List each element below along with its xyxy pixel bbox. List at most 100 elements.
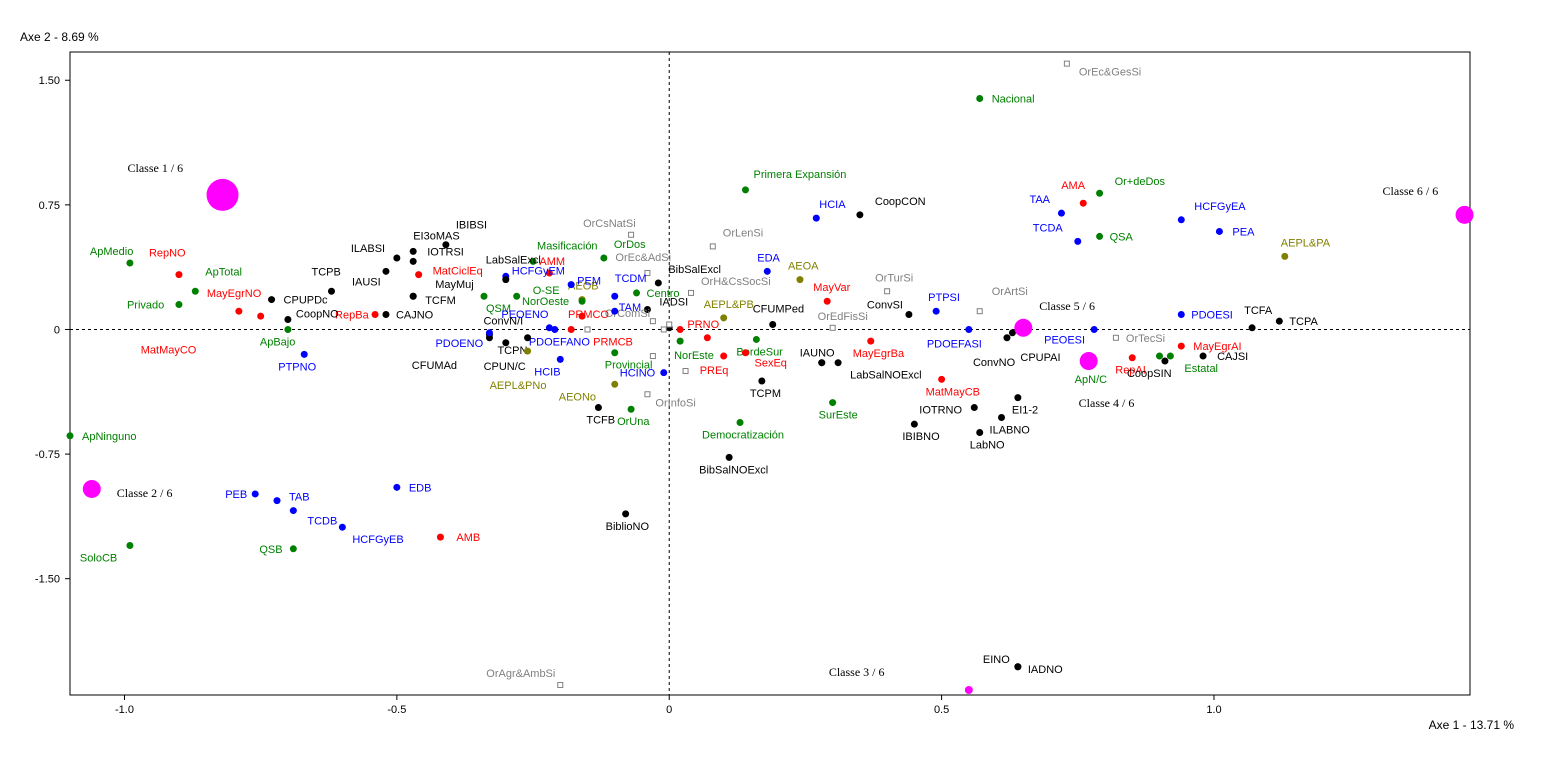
y-axis-title: Axe 2 - 8.69 % [20,30,99,44]
point-marker [741,349,749,357]
point-label: BiblioNO [606,521,650,533]
point-marker [666,321,673,328]
point-marker [1155,352,1163,360]
point-label: PDOEFANO [529,336,591,348]
point-label: OrH&CsSocSi [701,276,771,288]
point-marker [622,510,630,518]
point-marker [1177,342,1185,350]
point-label: MatMayCO [141,344,197,356]
point-marker [584,326,591,333]
point-label: TCPM [750,388,781,400]
point-label: RepAI [1115,365,1146,377]
point-marker [823,297,831,305]
point-marker [829,324,836,331]
point-marker [442,241,450,249]
point-label: CFUMPed [753,303,804,315]
point-marker [976,308,983,315]
point-marker [720,352,728,360]
class-centroid [206,178,239,211]
point-label: Centro [647,288,680,300]
point-label: AEPL&PA [1281,237,1331,249]
point-marker [529,257,537,265]
point-marker [741,186,749,194]
point-label: AMB [456,532,480,544]
class-centroid [82,479,101,498]
point-label: MatMayCB [926,386,980,398]
point-marker [300,350,308,358]
point-marker [1112,334,1119,341]
point-marker [393,254,401,262]
point-label: TCDM [615,273,647,285]
point-marker [856,211,864,219]
point-label: PRMCB [593,336,633,348]
point-label: RepBa [335,310,370,322]
point-marker [557,682,564,689]
point-marker [1177,311,1185,319]
point-label: TCPN [497,345,527,357]
point-label: TAM [619,302,641,314]
point-marker [126,259,134,267]
point-marker [257,312,265,320]
point-marker [273,497,281,505]
point-label: TCFB [586,415,615,427]
point-marker [812,214,820,222]
point-marker [1177,216,1185,224]
point-label: IAUSI [352,276,381,288]
point-marker [1079,199,1087,207]
point-label: PDOEFASI [927,338,982,350]
y-tick-label: 1.50 [39,75,60,87]
point-label: PRNO [687,319,719,331]
point-label: IOTRSI [427,246,464,258]
point-marker [1215,227,1223,235]
point-label: RepNO [149,248,186,260]
point-marker [284,316,292,324]
point-label: ApTotal [205,266,242,278]
point-label: OrArtSi [992,286,1028,298]
point-label: SoloCB [80,552,117,564]
point-label: PRMCO [568,309,609,321]
point-label: TAB [289,492,310,504]
point-label: CFUMAd [412,360,457,372]
point-label: OrUna [617,416,650,428]
point-marker [502,276,510,284]
point-marker [594,404,602,412]
point-label: PEA [1232,226,1255,238]
point-label: TAA [1029,194,1050,206]
point-label: SurEste [819,410,858,422]
point-marker [688,289,695,296]
point-label: ApN/C [1075,374,1107,386]
x-tick-label: 0.5 [934,704,949,716]
point-marker [709,243,716,250]
axes-layer: -1.0 -0.5 0 0.5 1.0 1.50 0.75 0 -0.75 -1.50 [35,52,1470,716]
point-label: CAJNO [396,310,434,322]
point-label: MayEgrAI [1193,341,1241,353]
point-marker [66,432,74,440]
point-marker [382,311,390,319]
point-marker [567,325,575,333]
point-marker [371,311,379,319]
point-marker [251,490,259,498]
point-marker [676,325,684,333]
point-label: Or+deDos [1115,176,1166,188]
point-label: CAJSI [1217,351,1248,363]
point-label: TCDA [1033,222,1064,234]
point-label: HCIB [534,366,560,378]
point-marker [338,523,346,531]
point-label: ApNinguno [82,431,136,443]
point-label: LabSalExcl [486,255,541,267]
point-marker [513,292,521,300]
point-label: EINO [983,654,1010,666]
point-label: TCPB [311,266,340,278]
point-label: ILABNO [990,425,1031,437]
point-label: PEOESI [1044,334,1085,346]
point-marker [752,335,760,343]
point-label: HCFGyEM [512,265,565,277]
point-marker [676,337,684,345]
point-label: PEOENO [501,309,549,321]
point-label: CPUPDc [284,295,329,307]
point-label: OrEc&GesSi [1079,67,1141,79]
class-centroid [1079,352,1098,371]
point-marker [649,318,656,325]
point-marker [611,292,619,300]
